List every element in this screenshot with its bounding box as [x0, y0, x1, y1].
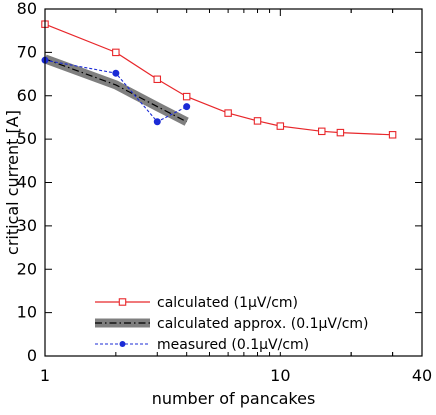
legend-label: measured (0.1μV/cm)	[157, 337, 309, 353]
data-point	[183, 103, 191, 111]
data-point	[253, 117, 262, 125]
legend-item-2: measured (0.1μV/cm)	[95, 337, 309, 353]
y-tick-label: 40	[17, 173, 37, 192]
y-tick-label: 0	[27, 346, 37, 365]
legend-label: calculated approx. (0.1μV/cm)	[157, 316, 369, 332]
y-tick-label: 20	[17, 259, 37, 278]
legend-item-0: calculated (1μV/cm)	[95, 295, 298, 311]
series-2	[41, 56, 191, 126]
y-tick-label: 10	[17, 303, 37, 322]
x-tick-label: 1	[40, 366, 50, 385]
series-line	[44, 59, 187, 123]
legend-marker	[118, 298, 127, 306]
data-point	[318, 127, 326, 136]
series-0	[41, 20, 397, 139]
data-point	[153, 118, 161, 126]
data-point	[224, 109, 232, 117]
data-point	[112, 69, 120, 77]
y-tick-label: 80	[17, 0, 37, 18]
tick-layer: 0 10 20 30 40 50 60 70 80 1 10 40	[17, 0, 433, 385]
data-point	[336, 128, 345, 137]
series-line	[44, 23, 393, 136]
data-point	[388, 131, 397, 139]
y-tick-label: 60	[17, 86, 37, 105]
x-axis-label: number of pancakes	[152, 389, 316, 408]
series-layer	[41, 20, 397, 139]
data-point	[182, 92, 191, 101]
y-tick-label: 70	[17, 42, 37, 61]
series-band-layer	[43, 54, 189, 126]
y-axis-label: critical current [A]	[3, 110, 22, 255]
legend-marker	[119, 341, 126, 347]
y-tick-label: 50	[17, 129, 37, 148]
x-tick-label: 10	[270, 366, 290, 385]
series-band	[43, 54, 189, 126]
legend-label: calculated (1μV/cm)	[157, 295, 298, 311]
x-tick-label: 40	[412, 366, 432, 385]
legend-item-1: calculated approx. (0.1μV/cm)	[95, 316, 369, 332]
y-tick-label: 30	[17, 216, 37, 235]
data-point	[153, 75, 162, 84]
data-point	[276, 122, 285, 130]
data-point	[112, 48, 120, 57]
legend: calculated (1μV/cm) calculated approx. (0…	[90, 290, 390, 353]
